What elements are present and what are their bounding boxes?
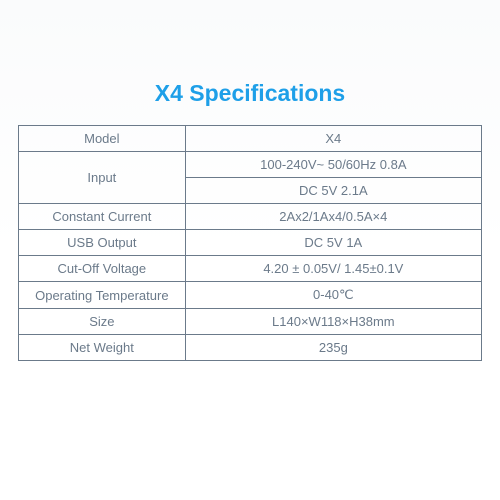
spec-value: 0-40℃ (185, 282, 481, 309)
table-row: Input100-240V~ 50/60Hz 0.8A (19, 152, 482, 178)
page-title: X4 Specifications (18, 80, 482, 107)
table-row: USB OutputDC 5V 1A (19, 230, 482, 256)
spec-label: Size (19, 309, 186, 335)
spec-value: DC 5V 1A (185, 230, 481, 256)
table-row: Operating Temperature0-40℃ (19, 282, 482, 309)
spec-value: L140×W118×H38mm (185, 309, 481, 335)
spec-value: DC 5V 2.1A (185, 178, 481, 204)
table-row: ModelX4 (19, 126, 482, 152)
spec-value: 2Ax2/1Ax4/0.5A×4 (185, 204, 481, 230)
spec-label: Cut-Off Voltage (19, 256, 186, 282)
table-row: Constant Current2Ax2/1Ax4/0.5A×4 (19, 204, 482, 230)
spec-value: 100-240V~ 50/60Hz 0.8A (185, 152, 481, 178)
spec-sheet: X4 Specifications ModelX4Input100-240V~ … (0, 0, 500, 500)
spec-label: Input (19, 152, 186, 204)
spec-value: 235g (185, 335, 481, 361)
table-row: Cut-Off Voltage4.20 ± 0.05V/ 1.45±0.1V (19, 256, 482, 282)
spec-label: Operating Temperature (19, 282, 186, 309)
table-row: Net Weight235g (19, 335, 482, 361)
spec-value: X4 (185, 126, 481, 152)
spec-label: Net Weight (19, 335, 186, 361)
spec-label: Model (19, 126, 186, 152)
spec-table: ModelX4Input100-240V~ 50/60Hz 0.8ADC 5V … (18, 125, 482, 361)
spec-label: USB Output (19, 230, 186, 256)
spec-value: 4.20 ± 0.05V/ 1.45±0.1V (185, 256, 481, 282)
table-row: SizeL140×W118×H38mm (19, 309, 482, 335)
spec-label: Constant Current (19, 204, 186, 230)
